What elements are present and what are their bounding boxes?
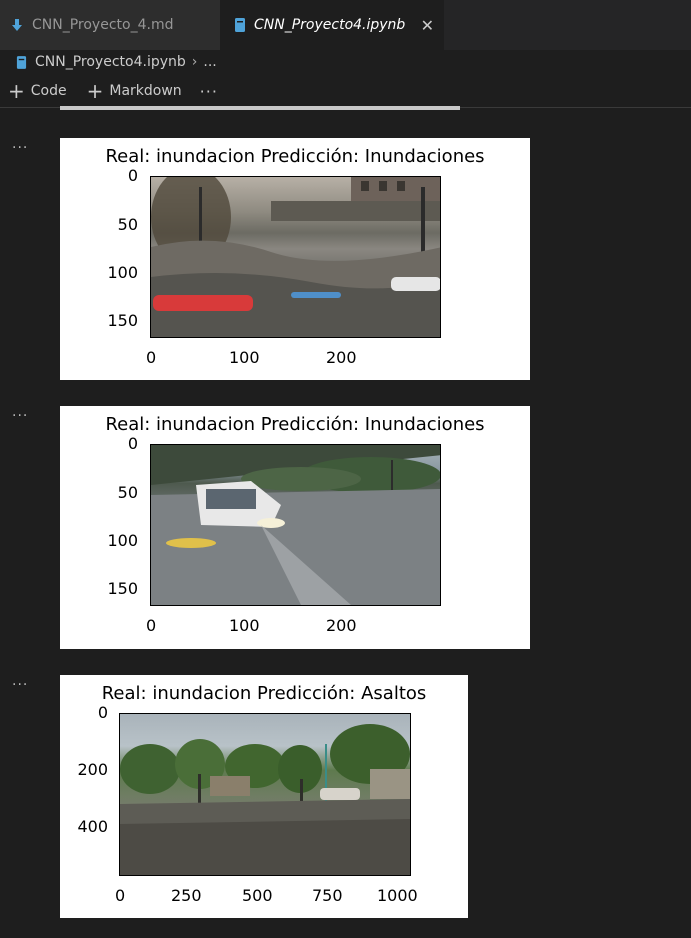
image-plot-area bbox=[119, 713, 411, 876]
breadcrumb-file[interactable]: CNN_Proyecto4.ipynb bbox=[35, 54, 186, 70]
tab-label: CNN_Proyecto4.ipynb bbox=[254, 17, 406, 33]
close-icon[interactable]: ✕ bbox=[420, 15, 434, 35]
y-tick-label: 100 bbox=[107, 263, 138, 282]
notebook-toolbar: + Code + Markdown ··· bbox=[0, 76, 218, 106]
y-tick-label: 0 bbox=[97, 703, 108, 722]
tab-bar: CNN_Proyecto_4.md CNN_Proyecto4.ipynb ✕ bbox=[0, 0, 691, 50]
x-tick-label: 100 bbox=[229, 348, 260, 367]
image-plot-area bbox=[150, 444, 441, 606]
add-code-cell-button[interactable]: + Code bbox=[8, 79, 67, 103]
notebook-icon bbox=[16, 55, 27, 69]
figure-title: Real: inundacion Predicción: Inundacione… bbox=[105, 414, 485, 435]
x-tick-label: 0 bbox=[115, 886, 126, 905]
add-markdown-cell-button[interactable]: + Markdown bbox=[86, 79, 182, 103]
plus-icon: + bbox=[8, 79, 25, 103]
chevron-right-icon: › bbox=[191, 54, 198, 70]
output-figure-3: Real: inundacion Predicción: Asaltos 0 2… bbox=[60, 675, 468, 918]
x-tick-label: 200 bbox=[326, 348, 357, 367]
output-menu-icon[interactable]: ··· bbox=[12, 140, 29, 156]
tab-cnn-proyecto4-ipynb[interactable]: CNN_Proyecto4.ipynb ✕ bbox=[220, 0, 444, 50]
breadcrumb-rest[interactable]: ... bbox=[203, 54, 217, 70]
figure-title: Real: inundacion Predicción: Asaltos bbox=[101, 683, 427, 704]
x-tick-label: 500 bbox=[242, 886, 273, 905]
y-tick-label: 50 bbox=[117, 483, 138, 502]
flood-photo-submerged-car bbox=[151, 445, 440, 605]
x-tick-label: 250 bbox=[171, 886, 202, 905]
output-figure-2: Real: inundacion Predicción: Inundacione… bbox=[60, 406, 530, 649]
tab-label: CNN_Proyecto_4.md bbox=[32, 17, 174, 33]
image-plot-area bbox=[150, 176, 441, 338]
x-tick-label: 100 bbox=[229, 616, 260, 635]
y-tick-label: 400 bbox=[77, 817, 108, 836]
x-tick-label: 1000 bbox=[377, 886, 418, 905]
tab-cnn-proyecto-4-md[interactable]: CNN_Proyecto_4.md bbox=[0, 0, 220, 50]
y-tick-label: 0 bbox=[127, 166, 138, 185]
flood-photo-street-cars bbox=[151, 177, 440, 337]
y-tick-label: 200 bbox=[77, 760, 108, 779]
x-tick-label: 0 bbox=[146, 348, 157, 367]
output-menu-icon[interactable]: ··· bbox=[12, 408, 29, 424]
notebook-icon bbox=[235, 18, 245, 32]
x-tick-label: 0 bbox=[146, 616, 157, 635]
output-menu-icon[interactable]: ··· bbox=[12, 677, 29, 693]
y-tick-label: 150 bbox=[107, 579, 138, 598]
flood-photo-residential-street bbox=[120, 714, 410, 875]
more-actions-icon[interactable]: ··· bbox=[199, 81, 218, 101]
y-tick-label: 150 bbox=[107, 311, 138, 330]
output-figure-1: Real: inundacion Predicción: Inundacione… bbox=[60, 138, 530, 380]
y-tick-label: 100 bbox=[107, 531, 138, 550]
y-tick-label: 0 bbox=[127, 434, 138, 453]
breadcrumb: CNN_Proyecto4.ipynb › ... bbox=[16, 51, 217, 73]
x-tick-label: 750 bbox=[312, 886, 343, 905]
x-tick-label: 200 bbox=[326, 616, 357, 635]
previous-output-edge bbox=[60, 106, 460, 110]
y-tick-label: 50 bbox=[117, 215, 138, 234]
figure-title: Real: inundacion Predicción: Inundacione… bbox=[105, 146, 485, 167]
plus-icon: + bbox=[86, 79, 104, 103]
markdown-download-icon bbox=[12, 19, 22, 31]
